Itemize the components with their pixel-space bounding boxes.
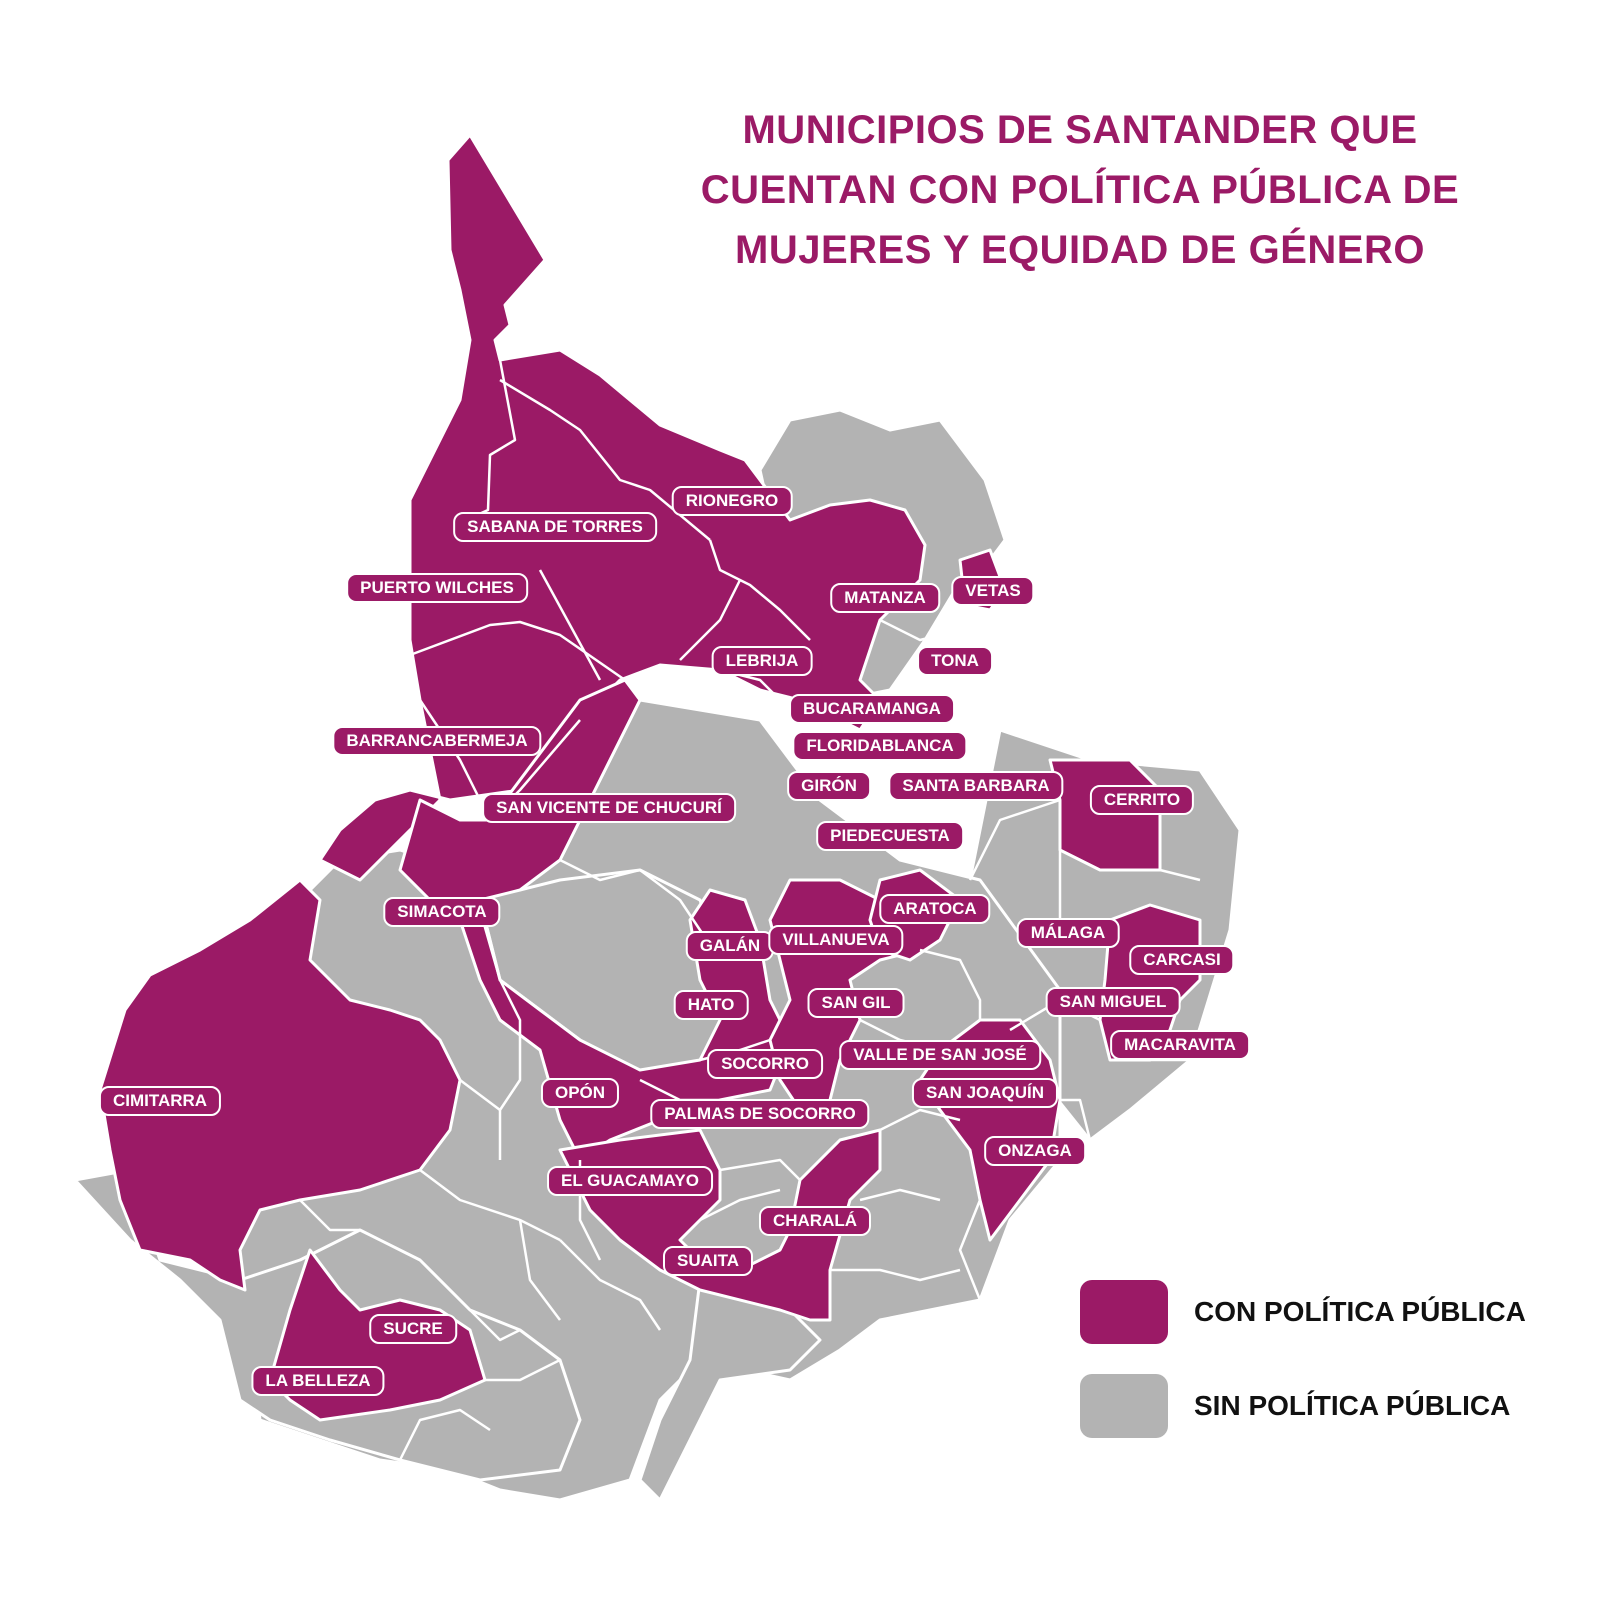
label-carcasi: CARCASI: [1129, 945, 1235, 975]
label-aratoca: ARATOCA: [879, 894, 991, 924]
label-suaita: SUAITA: [662, 1246, 754, 1276]
municipal-boundaries: [299, 359, 1201, 1461]
label-cerrito: CERRITO: [1089, 785, 1195, 815]
map-title: MUNICIPIOS DE SANTANDER QUE CUENTAN CON …: [660, 100, 1500, 280]
label-socorro: SOCORRO: [707, 1049, 823, 1079]
legend-without-policy: SIN POLÍTICA PÚBLICA: [1080, 1374, 1510, 1438]
label-san-miguel: SAN MIGUEL: [1045, 987, 1181, 1017]
title-line-1: MUNICIPIOS DE SANTANDER QUE: [742, 108, 1418, 152]
label-floridablanca: FLORIDABLANCA: [792, 731, 968, 761]
label-opon: OPÓN: [540, 1078, 620, 1108]
label-charala: CHARALÁ: [758, 1206, 872, 1236]
title-line-3: MUJERES Y EQUIDAD DE GÉNERO: [735, 228, 1425, 272]
label-santa-barbara: SANTA BARBARA: [888, 771, 1064, 801]
label-villanueva: VILLANUEVA: [768, 925, 904, 955]
legend-label-with-policy: CON POLÍTICA PÚBLICA: [1194, 1296, 1526, 1327]
label-barrancabermeja: BARRANCABERMEJA: [332, 726, 542, 756]
label-tona: TONA: [917, 646, 993, 676]
label-macaravita: MACARAVITA: [1110, 1030, 1250, 1060]
label-simacota: SIMACOTA: [383, 897, 501, 927]
label-rionegro: RIONEGRO: [671, 486, 793, 516]
label-galan: GALÁN: [685, 931, 775, 961]
legend-swatch-without-policy: [1080, 1374, 1168, 1438]
legend-with-policy: CON POLÍTICA PÚBLICA: [1080, 1280, 1526, 1344]
label-malaga: MÁLAGA: [1016, 918, 1120, 948]
label-el-guacamayo: EL GUACAMAYO: [547, 1166, 713, 1196]
legend-swatch-with-policy: [1080, 1280, 1168, 1344]
region-cimitarra: [98, 878, 462, 1292]
label-bucaramanga: BUCARAMANGA: [789, 694, 955, 724]
label-matanza: MATANZA: [830, 583, 940, 613]
label-giron: GIRÓN: [787, 771, 871, 801]
label-san-gil: SAN GIL: [807, 988, 905, 1018]
title-line-2: CUENTAN CON POLÍTICA PÚBLICA DE: [700, 168, 1460, 212]
label-la-belleza: LA BELLEZA: [251, 1366, 385, 1396]
region-cerrito: [1048, 758, 1162, 872]
label-sabana-de-torres: SABANA DE TORRES: [453, 512, 657, 542]
label-sucre: SUCRE: [369, 1314, 457, 1344]
label-puerto-wilches: PUERTO WILCHES: [346, 573, 528, 603]
label-palmas-de-socorro: PALMAS DE SOCORRO: [650, 1099, 870, 1129]
legend-label-without-policy: SIN POLÍTICA PÚBLICA: [1194, 1390, 1511, 1421]
label-onzaga: ONZAGA: [984, 1136, 1086, 1166]
label-san-vicente-de-chucuri: SAN VICENTE DE CHUCURÍ: [482, 793, 736, 823]
label-lebrija: LEBRIJA: [711, 646, 813, 676]
label-piedecuesta: PIEDECUESTA: [816, 821, 964, 851]
label-cimitarra: CIMITARRA: [98, 1086, 222, 1116]
label-valle-de-san-jose: VALLE DE SAN JOSÉ: [839, 1040, 1041, 1070]
label-vetas: VETAS: [951, 576, 1035, 606]
label-hato: HATO: [673, 990, 749, 1020]
region-south-gray: [638, 1278, 822, 1502]
label-san-joaquin: SAN JOAQUÍN: [911, 1078, 1059, 1108]
